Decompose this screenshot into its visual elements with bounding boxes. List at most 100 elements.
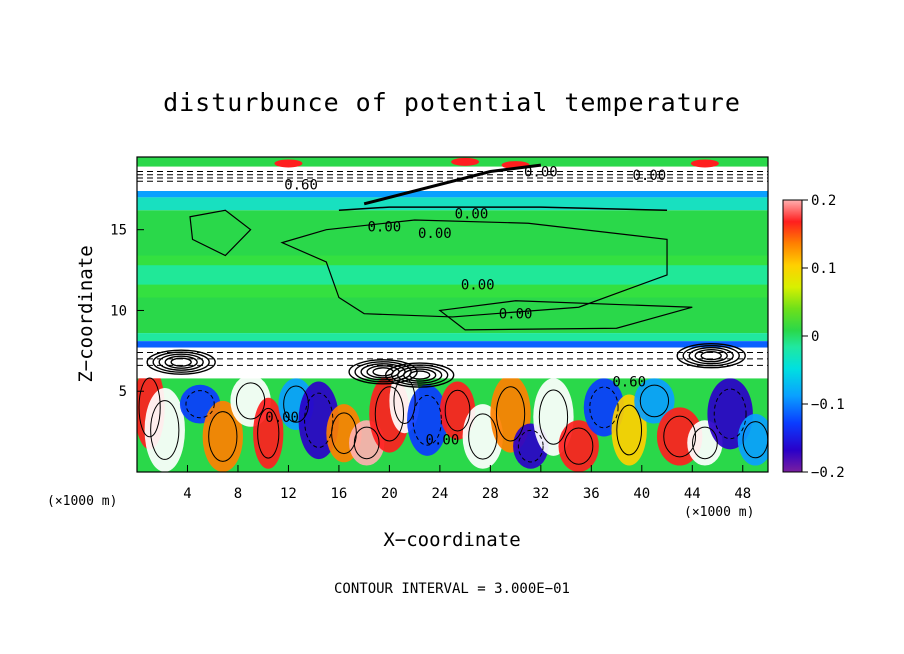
x-tick-label: 4 <box>183 486 191 502</box>
contour-line <box>152 351 210 373</box>
colorbar-ticks: 0.2 0.1 0 −0.1 −0.2 <box>802 193 845 481</box>
contour-line <box>304 392 334 448</box>
contour-line <box>692 426 718 460</box>
contour-line <box>700 350 722 361</box>
contour-line <box>363 163 542 206</box>
contour-label: 0.00 <box>265 410 299 426</box>
x-tick-label: 16 <box>330 486 347 502</box>
contour-line <box>438 300 693 331</box>
colorbar-tick-label: 0.1 <box>811 261 836 277</box>
x-tick-label: 8 <box>234 486 242 502</box>
contour-line <box>150 400 180 460</box>
contour-line <box>257 407 280 459</box>
contour-line <box>408 370 431 380</box>
contour-label: 0.00 <box>367 219 401 235</box>
contour-label: 0.60 <box>284 177 318 193</box>
contour-line <box>444 389 471 432</box>
contour-line <box>538 389 569 445</box>
contour-label: 0.00 <box>461 278 495 294</box>
contour-line <box>495 386 526 442</box>
contour-line <box>164 355 198 369</box>
x-tick-label: 12 <box>280 486 297 502</box>
contour-line <box>402 368 437 382</box>
color-band <box>137 190 768 198</box>
colorbar-tick-label: −0.2 <box>811 465 845 481</box>
y-axis-ticks: 5 10 15 <box>110 223 144 400</box>
color-band <box>137 333 768 342</box>
contour-line <box>694 348 728 363</box>
y-tick-label: 10 <box>110 303 127 319</box>
color-band <box>137 341 768 348</box>
contour-line <box>384 362 455 388</box>
color-band <box>137 197 768 211</box>
contour-line <box>374 386 405 442</box>
contour-line <box>639 384 670 418</box>
contour-line <box>185 390 215 419</box>
colorbar-tick-label: −0.1 <box>811 397 845 413</box>
contour-labels: 0.000.00 0.000.000.000.00 0.000.600.600.00… <box>265 165 667 449</box>
contour-line <box>468 413 498 460</box>
contour-line <box>564 427 594 465</box>
contour-line <box>235 382 266 420</box>
contour-line <box>138 377 161 438</box>
y-tick-label: 5 <box>119 384 127 400</box>
field-blob <box>690 159 719 168</box>
contour-line <box>338 206 668 212</box>
x-tick-label: 32 <box>532 486 549 502</box>
contour-line <box>517 429 544 463</box>
colorbar: 0.2 0.1 0 −0.1 −0.2 <box>782 193 845 481</box>
contour-line <box>354 361 412 383</box>
x-tick-label: 20 <box>381 486 398 502</box>
x-tick-label: 48 <box>734 486 751 502</box>
x-axis-unit-left: (×1000 m) <box>47 494 117 509</box>
contour-lines <box>137 163 768 465</box>
contour-interval: CONTOUR INTERVAL = 3.000E−01 <box>334 581 570 597</box>
field-blob <box>737 413 768 466</box>
color-band <box>137 166 768 191</box>
x-tick-label: 44 <box>684 486 701 502</box>
contour-line <box>353 426 380 460</box>
y-axis-label: Z−coordinate <box>75 245 97 382</box>
contour-line <box>396 366 443 384</box>
contour-label: 0.00 <box>455 207 489 223</box>
contour-label: 0.00 <box>524 165 558 181</box>
colorbar-tick-label: 0 <box>811 329 819 345</box>
contour-line <box>713 388 747 440</box>
contour-line <box>208 411 238 462</box>
contour-line <box>189 209 252 257</box>
x-tick-label: 24 <box>431 486 448 502</box>
contour-line <box>158 353 204 371</box>
contour-line <box>412 394 442 446</box>
contour-line <box>663 415 697 458</box>
contour-label: 0.00 <box>499 307 533 323</box>
contour-line <box>589 386 619 429</box>
plot-frame <box>136 156 769 473</box>
x-axis-unit-right: (×1000 m) <box>684 505 754 520</box>
contour-line <box>616 404 643 456</box>
contour-line <box>170 357 192 367</box>
contour-label: 0.00 <box>633 168 667 184</box>
x-tick-label: 40 <box>633 486 650 502</box>
colorbar-tick-label: 0.2 <box>811 193 836 209</box>
field-blob <box>451 157 480 166</box>
contour-label: 0.60 <box>612 375 646 391</box>
contour-line <box>390 364 449 386</box>
x-tick-label: 28 <box>482 486 499 502</box>
contour-line <box>688 346 734 365</box>
chart-title: disturbunce of potential temperature <box>163 88 741 117</box>
contour-line <box>146 349 216 375</box>
color-field <box>137 157 768 472</box>
plot-area <box>137 157 768 472</box>
contour-line <box>682 344 740 367</box>
x-axis-ticks: 4 8 12 16 20 24 28 32 36 40 44 48 <box>183 465 751 502</box>
x-axis-label: X−coordinate <box>383 529 520 551</box>
contour-line <box>676 342 746 369</box>
colorbar-bar <box>782 199 803 473</box>
y-tick-label: 15 <box>110 223 127 239</box>
field-blob <box>274 159 303 168</box>
contour-label: 0.00 <box>418 226 452 242</box>
contour-label: 0.00 <box>426 433 460 449</box>
x-tick-label: 36 <box>583 486 600 502</box>
contour-line <box>283 385 309 423</box>
